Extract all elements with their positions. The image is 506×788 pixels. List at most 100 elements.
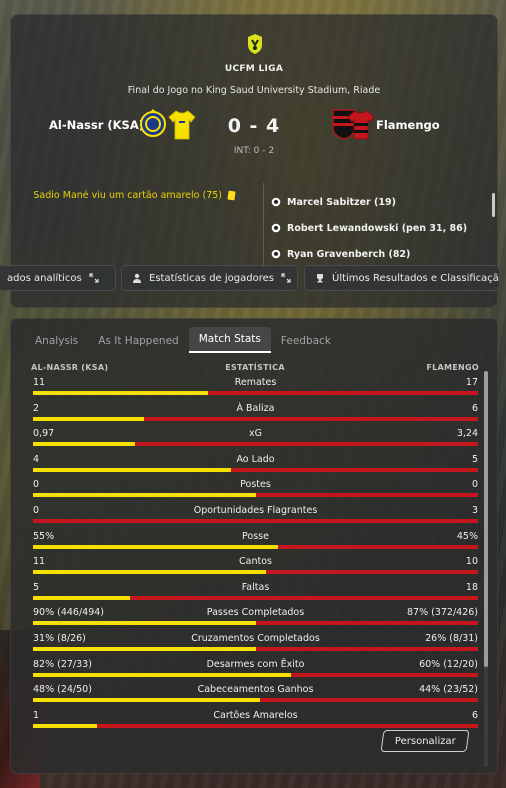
stat-row: 4 Ao Lado 5	[31, 452, 480, 478]
tab-match-stats[interactable]: Match Stats	[188, 327, 271, 353]
away-stat-value: 60% (12/20)	[419, 658, 478, 670]
results-standings-button[interactable]: Últimos Resultados e Classificaçã	[304, 265, 500, 291]
away-stat-value: 3,24	[456, 428, 478, 440]
tab-analysis[interactable]: Analysis	[35, 335, 79, 347]
comparison-bar	[33, 570, 478, 575]
away-stat-value: 5	[471, 453, 478, 465]
tab-as-it-happened[interactable]: As It Happened	[98, 335, 179, 347]
stat-label: Cruzamentos Completados	[191, 632, 320, 644]
stat-row: 90% (446/494) Passes Completados 87% (372/…	[31, 605, 480, 631]
home-stat-value: 2	[33, 402, 40, 414]
home-share-fill	[33, 493, 256, 498]
comparison-bar	[33, 391, 478, 395]
stat-row: 2 À Baliza 6	[31, 401, 480, 427]
comparison-bar	[33, 595, 478, 600]
stat-label: À Baliza	[236, 402, 275, 414]
stat-row: 55% Posse 45%	[31, 529, 480, 555]
stat-label: Passes Completados	[206, 607, 305, 619]
stat-label: Cartões Amarelos	[213, 709, 298, 721]
stat-label: Ao Lado	[236, 453, 275, 465]
final-score: 0 - 4	[227, 115, 281, 137]
home-stat-value: 31% (8/26)	[33, 632, 86, 644]
home-events-list: Sadio Mané viu um cartão amarelo (75)	[33, 190, 236, 201]
comparison-bar	[33, 646, 478, 651]
halftime-score: INT: 0 - 2	[233, 146, 275, 156]
away-stat-value: 0	[471, 479, 478, 491]
home-stat-value: 11	[33, 556, 46, 568]
events-divider	[263, 183, 264, 269]
away-stat-value: 45%	[456, 530, 478, 542]
comparison-bar	[33, 493, 478, 498]
away-stat-value: 3	[471, 504, 478, 516]
away-kit-icon	[347, 110, 375, 140]
home-team-crest-icon[interactable]	[139, 107, 167, 141]
home-team-name[interactable]: Al-Nassr (KSA)	[49, 118, 144, 132]
away-events-list: Marcel Sabitzer (19) Robert Lewandowski …	[271, 189, 467, 267]
comparison-bar	[33, 467, 478, 472]
events-scrollbar[interactable]	[492, 193, 495, 217]
ball-icon	[271, 223, 281, 233]
league-name: UCFM LIGA	[224, 64, 284, 74]
ball-icon	[271, 197, 281, 207]
home-stat-value: 11	[33, 377, 46, 388]
away-team-name[interactable]: Flamengo	[376, 118, 440, 132]
comparison-bar	[33, 621, 478, 626]
tab-feedback[interactable]: Feedback	[280, 335, 331, 347]
home-share-fill	[33, 570, 267, 575]
comparison-bar	[33, 442, 478, 447]
home-share-fill	[33, 646, 256, 651]
away-stat-value: 17	[465, 377, 478, 388]
comparison-bar	[33, 698, 478, 703]
home-stat-value: 0,97	[33, 428, 55, 440]
yellow-card-icon	[227, 190, 236, 201]
home-stat-value: 90% (446/494)	[33, 607, 105, 619]
away-stat-value: 18	[465, 581, 478, 593]
customize-button[interactable]: Personalizar	[380, 730, 470, 752]
home-share-fill	[33, 698, 260, 703]
stat-row: 0,97 xG 3,24	[31, 426, 480, 452]
comparison-bar	[33, 544, 478, 549]
stat-label: Remates	[234, 377, 277, 388]
stats-tabs: Analysis As It Happened Match Stats Feed…	[25, 327, 341, 353]
ball-icon	[271, 249, 281, 259]
home-event-item[interactable]: Sadio Mané viu um cartão amarelo (75)	[33, 190, 236, 201]
league-logo-icon	[248, 34, 262, 54]
player-stats-button[interactable]: Estatísticas de jogadores	[121, 265, 298, 291]
home-share-fill	[33, 467, 231, 472]
away-event-item[interactable]: Marcel Sabitzer (19)	[271, 189, 467, 215]
away-stat-value: 44% (23/52)	[419, 684, 478, 696]
away-event-item[interactable]: Robert Lewandowski (pen 31, 86)	[271, 215, 467, 241]
home-stat-value: 82% (27/33)	[33, 658, 92, 670]
match-actions-row: ados analíticos Estatísticas de jogadore…	[0, 265, 506, 291]
home-stat-value: 0	[33, 479, 40, 491]
home-stat-value: 55%	[33, 530, 55, 542]
expand-icon	[281, 273, 291, 283]
stat-row: 82% (27/33) Desarmes com Êxito 60% (12/20)	[31, 657, 480, 683]
home-share-fill	[33, 723, 97, 728]
trophy-icon	[317, 274, 323, 283]
home-stat-value: 48% (24/50)	[33, 684, 92, 696]
match-stats-panel: Analysis As It Happened Match Stats Feed…	[10, 318, 498, 774]
analytics-button[interactable]: ados analíticos	[0, 265, 116, 291]
away-stat-value: 87% (372/426)	[406, 607, 478, 619]
home-column-header: AL-NASSR (KSA)	[31, 363, 109, 372]
stat-row: 1 Cartões Amarelos 6	[31, 708, 480, 734]
stat-row: 0 Oportunidades Flagrantes 3	[31, 503, 480, 529]
stat-label: xG	[249, 428, 262, 440]
away-event-item[interactable]: Ryan Gravenberch (82)	[271, 241, 467, 267]
home-share-fill	[33, 621, 256, 626]
home-kit-icon	[168, 110, 196, 140]
stats-scrollbar[interactable]	[484, 371, 488, 767]
comparison-bar	[33, 518, 478, 523]
stat-column-header: ESTATÍSTICA	[225, 363, 285, 372]
stat-row: 11 Remates 17	[31, 375, 480, 401]
home-share-fill	[33, 442, 136, 447]
away-stat-value: 6	[471, 402, 478, 414]
home-stat-value: 0	[33, 504, 40, 516]
stat-row: 5 Faltas 18	[31, 580, 480, 606]
comparison-bar	[33, 723, 478, 728]
stats-rows: 11 Remates 17 2 À Baliza 6 0,97 xG 3,24 4 Ao Lado 5…	[31, 375, 480, 733]
home-share-fill	[33, 595, 130, 600]
home-stat-value: 1	[33, 709, 40, 721]
stats-scroll-thumb[interactable]	[484, 371, 488, 667]
